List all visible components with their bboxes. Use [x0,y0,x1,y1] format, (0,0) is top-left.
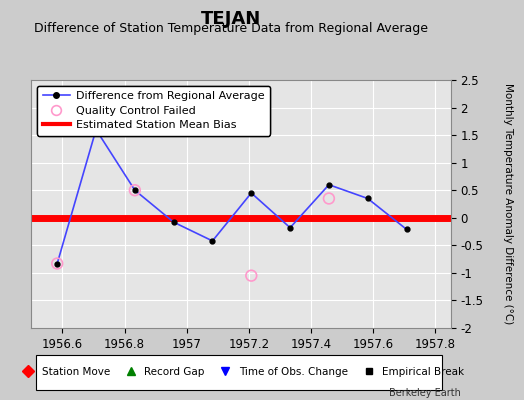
Legend: Difference from Regional Average, Quality Control Failed, Estimated Station Mean: Difference from Regional Average, Qualit… [37,86,270,136]
Point [325,195,333,202]
Legend: Station Move, Record Gap, Time of Obs. Change, Empirical Break: Station Move, Record Gap, Time of Obs. C… [15,364,467,380]
Text: Berkeley Earth: Berkeley Earth [389,388,461,398]
Point [247,272,256,279]
Text: Difference of Station Temperature Data from Regional Average: Difference of Station Temperature Data f… [34,22,428,35]
Y-axis label: Monthly Temperature Anomaly Difference (°C): Monthly Temperature Anomaly Difference (… [503,83,513,325]
Text: TEJAN: TEJAN [201,10,260,28]
Point [130,187,139,194]
Point [92,126,100,133]
Point [53,260,61,267]
FancyBboxPatch shape [36,355,442,390]
